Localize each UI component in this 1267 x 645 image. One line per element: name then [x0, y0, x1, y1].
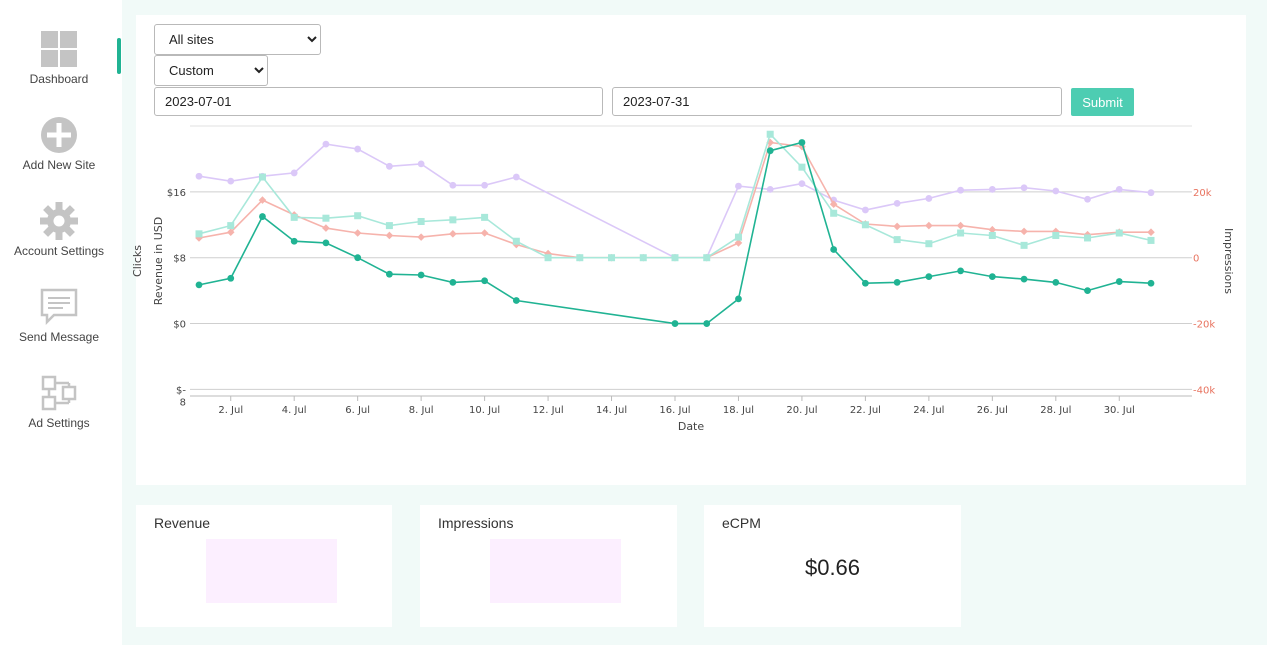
- ecpm-value: $0.66: [804, 555, 861, 580]
- sidebar-item-label: Ad Settings: [28, 416, 90, 430]
- ad-settings-icon: [41, 375, 77, 411]
- range-select[interactable]: Custom: [154, 55, 268, 86]
- sidebar-item-add-new-site[interactable]: Add New Site: [0, 116, 118, 172]
- sidebar: Dashboard Add New Site Account Sett: [0, 0, 122, 645]
- sidebar-item-dashboard[interactable]: Dashboard: [0, 30, 118, 86]
- dashboard-icon: [41, 31, 77, 67]
- message-icon: [40, 288, 78, 326]
- sidebar-item-send-message[interactable]: Send Message: [0, 288, 118, 344]
- sidebar-item-label: Add New Site: [22, 158, 96, 172]
- add-circle-icon: [41, 117, 77, 153]
- gear-icon: [40, 202, 78, 240]
- sidebar-item-label: Account Settings: [13, 244, 105, 258]
- revenue-card: Revenue: [136, 505, 392, 627]
- impressions-card: Impressions: [420, 505, 677, 627]
- impressions-placeholder: [490, 539, 621, 603]
- card-title: Revenue: [154, 515, 211, 531]
- sidebar-item-account-settings[interactable]: Account Settings: [0, 202, 118, 258]
- ecpm-card: eCPM $0.66: [704, 505, 961, 627]
- sidebar-item-label: Dashboard: [29, 72, 89, 86]
- sidebar-item-ad-settings[interactable]: Ad Settings: [0, 374, 118, 430]
- card-title: Impressions: [438, 515, 514, 531]
- active-indicator: [117, 38, 121, 74]
- card-title: eCPM: [722, 515, 761, 531]
- site-select[interactable]: All sites: [154, 24, 321, 55]
- start-date-input[interactable]: [154, 87, 603, 116]
- revenue-placeholder: [206, 539, 337, 603]
- sidebar-item-label: Send Message: [18, 330, 100, 344]
- chart-panel: [136, 15, 1246, 485]
- submit-button[interactable]: Submit: [1071, 88, 1134, 116]
- end-date-input[interactable]: [612, 87, 1062, 116]
